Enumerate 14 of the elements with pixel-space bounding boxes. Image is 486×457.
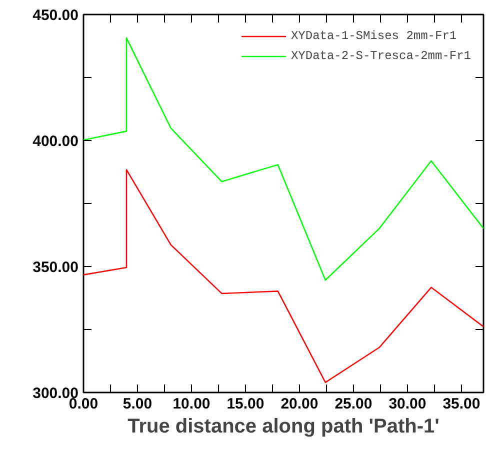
y-tick-label: 450.00	[32, 7, 79, 24]
x-axis-title: True distance along path 'Path-1'	[128, 416, 440, 438]
y-tick-label: 400.00	[32, 133, 79, 150]
x-tick-label: 30.00	[388, 396, 426, 412]
x-tick-label: 25.00	[334, 396, 372, 412]
legend-label: XYData-2-S-Tresca-2mm-Fr1	[290, 49, 471, 63]
line-series	[84, 169, 484, 384]
y-tick-label: 350.00	[32, 259, 79, 276]
x-tick-label: 35.00	[442, 396, 480, 412]
x-tick-label: 5.00	[122, 396, 152, 412]
x-tick-label: 10.00	[172, 396, 210, 412]
x-tick-label: 15.00	[226, 396, 264, 412]
legend-label: XYData-1-SMises 2mm-Fr1	[290, 29, 457, 43]
x-tick-label: 20.00	[280, 396, 318, 412]
